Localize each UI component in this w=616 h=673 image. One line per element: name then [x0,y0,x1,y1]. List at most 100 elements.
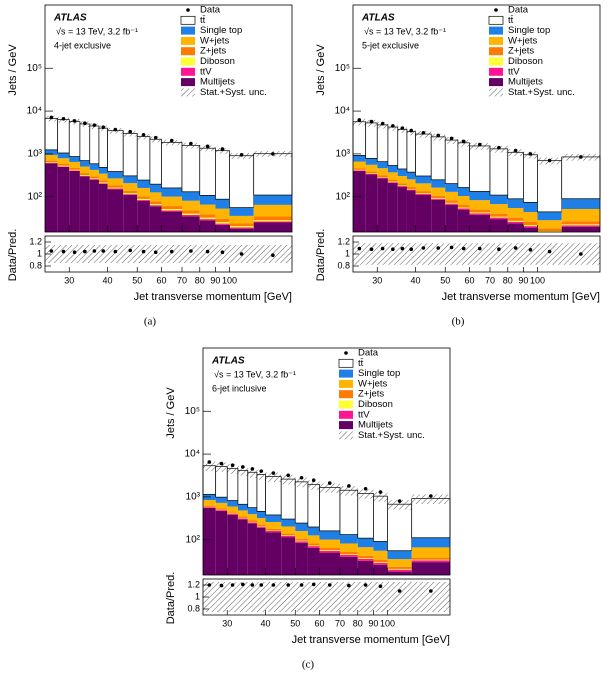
legend-label: Data [358,348,379,359]
ratio-uncertainty-band [406,243,416,265]
bar-segment [137,198,150,200]
bar-segment [295,538,308,541]
ratio-uncertainty-band [265,582,282,612]
bar-segment [227,500,238,507]
legend-label: Stat.+Syst. unc. [200,87,267,98]
x-tick-label: 40 [261,618,271,628]
data-point [230,463,235,467]
bar-segment [537,231,562,232]
bar-segment [319,530,341,540]
bar-segment [490,204,508,214]
bar-segment [79,123,91,161]
bar-segment [411,547,450,558]
bar-segment [265,528,282,531]
caption: (a) [144,316,157,328]
bar-segment [415,133,432,177]
legend-swatch [339,431,353,440]
bar-segment [253,221,292,223]
bar-segment [123,183,138,191]
ratio-axis-label: Data/Pred. [7,229,19,282]
bar-segment [79,166,90,174]
x-tick-label: 90 [368,618,378,628]
bar-segment [431,199,446,232]
ratio-point [391,247,395,251]
bar-segment [397,128,408,170]
ratio-point [327,583,332,587]
bar-segment [561,221,600,225]
bar-segment [215,223,230,225]
data-point [101,125,106,130]
uncertainty-band [137,133,150,140]
bar-segment [123,194,138,195]
bar-segment [199,147,216,196]
bar-segment [79,173,90,176]
bar-segment [307,484,320,528]
main-frame [202,347,451,576]
legend-label: W+jets [358,378,388,389]
experiment-label: ATLAS [211,356,245,367]
bar-segment [340,556,358,575]
bar-segment [281,537,296,575]
y-tick-label: 10³ [186,492,201,503]
bar-segment [98,173,108,181]
data-point [153,135,158,140]
legend-swatch [181,88,195,97]
bar-segment [445,200,458,203]
data-point [92,123,97,127]
bar-segment [215,222,230,224]
bar-segment [307,547,320,575]
bar-segment [561,208,600,222]
bar-segment [377,178,388,232]
x-axis-label: Jet transverse momentum [GeV] [442,291,600,303]
bar-segment [44,118,59,151]
x-tick-label: 50 [440,275,450,285]
bar-segment [181,145,201,193]
bar-segment [469,145,491,192]
bar-segment [295,541,308,543]
ratio-point [513,246,518,250]
data-point [241,465,245,469]
ratio-point [153,250,158,254]
bar-segment [357,555,374,559]
bar-segment [69,156,80,162]
uncertainty-band [237,466,248,476]
ratio-uncertainty-band [365,243,378,265]
bar-segment [247,523,257,575]
bar-segment [561,224,600,226]
selection-label: 5-jet exclusive [362,40,419,50]
panel: 10² 10³ 10⁴ 10⁵ 0.8 1 1.2 30 40 50 60 70 80 90 100 Jets… [7,5,293,328]
ratio-y-tick-label: 0.8 [29,260,42,270]
ratio-point [400,246,405,251]
x-tick-label: 50 [290,618,300,628]
caption: (c) [302,659,315,671]
ratio-uncertainty-band [353,243,366,265]
ratio-point [220,250,225,254]
bar-segment [98,183,108,184]
ratio-point [271,253,275,257]
legend-label: Z+jets [508,46,534,57]
bar-segment [387,503,413,552]
bar-segment [561,225,600,227]
uncertainty-band [340,486,358,496]
bar-segment [122,133,138,177]
data-point [271,471,276,475]
y-tick-label: 10⁴ [185,449,200,460]
bar-segment [89,178,99,180]
bar-segment [68,121,81,157]
bar-segment [69,170,80,232]
ratio-point [259,583,264,587]
uncertainty-band [357,489,374,499]
data-point [49,115,54,120]
bar-segment [281,526,296,534]
ratio-uncertainty-band [457,243,470,265]
legend-swatch [338,358,354,368]
bar-segment [406,179,416,187]
bar-segment [229,227,254,229]
bar-segment [295,540,308,542]
bar-segment [387,569,412,572]
x-axis-label: Jet transverse momentum [GeV] [292,634,450,646]
bar-segment [319,550,341,553]
bar-segment [340,554,358,555]
uncertainty-band [281,474,296,485]
bar-segment [307,526,320,536]
